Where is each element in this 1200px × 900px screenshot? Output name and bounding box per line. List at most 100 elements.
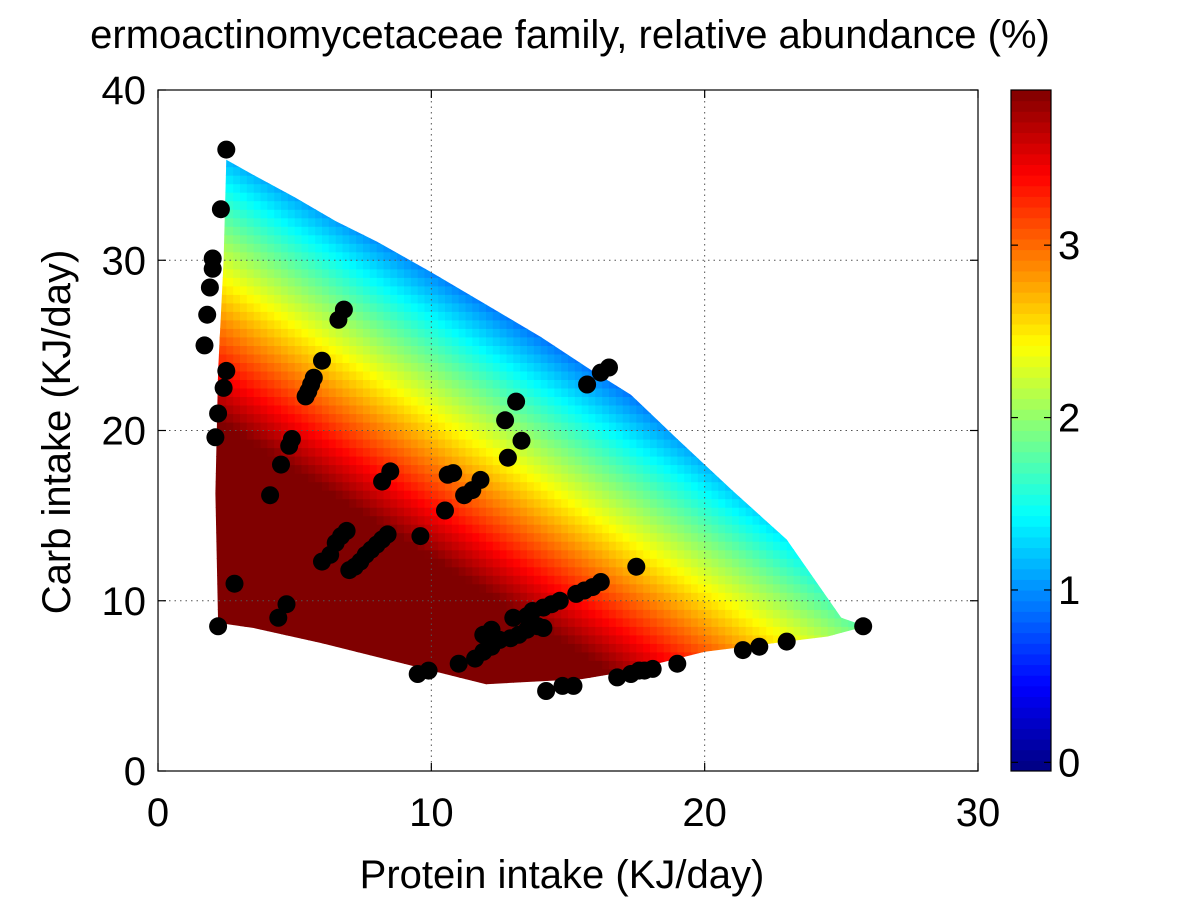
- heatmap-cell: [574, 515, 583, 525]
- heatmap-cell: [492, 490, 501, 500]
- heatmap-cell: [568, 575, 576, 585]
- heatmap-cell: [328, 439, 337, 449]
- heatmap-cell: [404, 515, 412, 525]
- heatmap-cell: [233, 370, 241, 380]
- heatmap-cell: [513, 464, 521, 474]
- heatmap-cell: [506, 515, 514, 525]
- heatmap-cell: [356, 396, 364, 406]
- heatmap-cell: [226, 515, 234, 525]
- heatmap-cell: [274, 268, 282, 278]
- heatmap-cell: [691, 541, 699, 551]
- heatmap-cell: [458, 447, 467, 457]
- heatmap-cell: [410, 600, 419, 610]
- heatmap-cell: [226, 439, 234, 449]
- heatmap-cell: [438, 532, 446, 542]
- heatmap-cell: [609, 549, 617, 559]
- heatmap-cell: [404, 422, 412, 432]
- heatmap-cell: [335, 447, 344, 457]
- heatmap-cell: [226, 405, 234, 415]
- heatmap-cell: [281, 566, 289, 576]
- heatmap-cell: [520, 651, 528, 661]
- heatmap-cell: [301, 311, 309, 321]
- heatmap-cell: [260, 549, 268, 559]
- heatmap-cell: [417, 634, 426, 644]
- heatmap-cell: [568, 456, 576, 466]
- heatmap-cell: [520, 345, 528, 355]
- heatmap-cell: [215, 473, 221, 483]
- heatmap-cell: [568, 379, 576, 389]
- heatmap-cell: [486, 345, 494, 355]
- heatmap-cell: [363, 362, 371, 372]
- heatmap-cell: [636, 447, 644, 457]
- heatmap-cell: [609, 430, 617, 440]
- heatmap-cell: [383, 277, 391, 287]
- heatmap-cell: [417, 447, 426, 457]
- heatmap-cell: [718, 566, 726, 576]
- heatmap-cell: [588, 634, 596, 644]
- heatmap-cell: [581, 490, 590, 500]
- heatmap-cell: [445, 362, 453, 372]
- heatmap-cell: [363, 626, 371, 636]
- heatmap-cell: [615, 558, 624, 568]
- heatmap-cell: [349, 234, 357, 244]
- heatmap-cell: [226, 541, 234, 551]
- heatmap-cell: [465, 422, 473, 432]
- heatmap-cell: [363, 422, 371, 432]
- heatmap-cell: [233, 175, 241, 185]
- heatmap-cell: [322, 464, 330, 474]
- heatmap-cell: [328, 592, 337, 602]
- heatmap-cell: [233, 260, 241, 270]
- heatmap-cell: [376, 566, 385, 576]
- heatmap-cell: [691, 490, 699, 500]
- heatmap-cell: [417, 370, 426, 380]
- heatmap-cell: [274, 405, 282, 415]
- heatmap-cell: [322, 524, 330, 534]
- heatmap-cell: [246, 387, 255, 397]
- heatmap-cell: [445, 609, 453, 619]
- heatmap-cell: [465, 507, 473, 517]
- heatmap-cell: [609, 532, 617, 542]
- heatmap-cell: [417, 294, 426, 304]
- heatmap-cell: [479, 370, 487, 380]
- heatmap-cell: [513, 336, 521, 346]
- heatmap-cell: [486, 507, 494, 517]
- heatmap-cell: [281, 319, 289, 329]
- heatmap-cell: [376, 456, 385, 466]
- heatmap-cell: [335, 251, 344, 261]
- heatmap-cell: [568, 566, 576, 576]
- heatmap-cell: [281, 473, 289, 483]
- heatmap-cell: [363, 592, 371, 602]
- heatmap-cell: [233, 387, 241, 397]
- heatmap-cell: [588, 413, 596, 423]
- heatmap-cell: [219, 600, 227, 610]
- heatmap-cell: [383, 243, 391, 253]
- heatmap-cell: [301, 549, 309, 559]
- heatmap-cell: [363, 311, 371, 321]
- heatmap-cell: [267, 473, 275, 483]
- heatmap-cell: [451, 430, 460, 440]
- heatmap-cell: [390, 583, 398, 593]
- heatmap-cell: [328, 634, 337, 644]
- heatmap-cell: [301, 456, 309, 466]
- heatmap-cell: [704, 515, 713, 525]
- heatmap-cell: [363, 481, 371, 491]
- heatmap-cell: [506, 490, 514, 500]
- heatmap-cell: [301, 405, 309, 415]
- heatmap-cell: [636, 490, 644, 500]
- heatmap-cell: [595, 464, 603, 474]
- heatmap-cell: [643, 566, 651, 576]
- heatmap-cell: [574, 481, 583, 491]
- heatmap-cell: [260, 524, 268, 534]
- heatmap-cell: [486, 473, 494, 483]
- heatmap-cell: [287, 541, 296, 551]
- heatmap-cell: [260, 217, 268, 227]
- heatmap-cell: [315, 302, 323, 312]
- heatmap-cell: [506, 541, 514, 551]
- heatmap-cell: [691, 549, 699, 559]
- heatmap-cell: [431, 311, 439, 321]
- heatmap-cell: [287, 226, 296, 236]
- heatmap-cell: [479, 413, 487, 423]
- heatmap-cell: [322, 515, 330, 525]
- heatmap-cell: [438, 515, 446, 525]
- heatmap-cell: [390, 302, 398, 312]
